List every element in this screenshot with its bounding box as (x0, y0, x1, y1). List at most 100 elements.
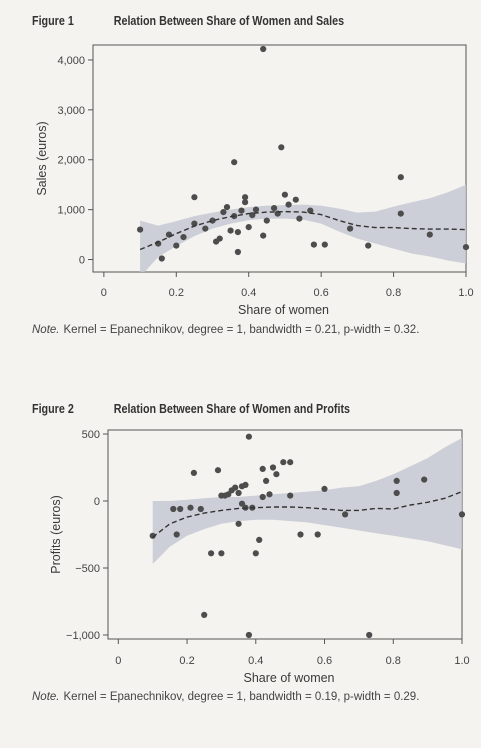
y-tick-label: −500 (75, 563, 100, 575)
data-point (197, 505, 204, 513)
data-point (173, 242, 180, 249)
data-point (216, 235, 223, 242)
data-point (462, 244, 470, 251)
x-tick-label: 0 (101, 287, 107, 299)
data-point (252, 550, 259, 557)
data-point (173, 531, 180, 538)
data-point (397, 210, 404, 217)
figure-1: Figure 1 Relation Between Share of Women … (32, 14, 474, 338)
y-tick-label: −1,000 (66, 630, 100, 642)
data-point (187, 504, 194, 511)
x-tick-label: 0.8 (386, 655, 401, 667)
data-point (209, 217, 216, 224)
data-point (263, 217, 270, 224)
data-point (297, 531, 304, 538)
y-tick-label: 2,000 (57, 155, 85, 167)
plot-frame (92, 44, 467, 273)
x-tick-label: 0.4 (248, 655, 263, 667)
data-point (242, 481, 249, 488)
data-point (245, 631, 252, 639)
y-tick-label: 500 (82, 429, 100, 441)
confidence-band (140, 184, 466, 272)
data-point (242, 199, 249, 206)
y-axis-title: Sales (euros) (35, 121, 49, 195)
data-point (278, 144, 285, 151)
data-point (208, 550, 215, 557)
data-point (285, 201, 292, 208)
y-axis-title: Profits (euros) (49, 495, 63, 574)
x-tick-label: 0 (115, 655, 121, 667)
sales-scatter-chart: 0 0.2 0.4 0.6 0.8 1.0 0 1,000 2,000 3,000 4,000 Sha… (35, 44, 474, 317)
profits-scatter-chart: 0 0.2 0.4 0.6 0.8 1.0 −1,000 −500 0 500 Share of w… (49, 429, 470, 685)
x-tick-label: 0.2 (169, 287, 184, 299)
x-tick-label: 1.0 (458, 287, 473, 299)
data-point (201, 611, 208, 618)
data-point (170, 505, 177, 513)
data-point (266, 491, 273, 498)
data-point (259, 465, 266, 472)
figure-label: Figure 2 (32, 402, 74, 416)
data-point (314, 531, 321, 538)
data-point (223, 204, 231, 211)
data-point (366, 631, 373, 639)
data-point (245, 433, 252, 440)
y-tick-label: 3,000 (57, 105, 85, 117)
data-point (231, 159, 238, 166)
data-point (458, 511, 466, 518)
y-tick-label: 4,000 (57, 55, 85, 67)
figure-title: Figure 2 Relation Between Share of Women … (32, 402, 350, 416)
data-point (220, 209, 227, 216)
x-tick-label: 0.6 (313, 287, 328, 299)
data-point (321, 485, 328, 492)
data-point (271, 205, 278, 212)
x-tick-label: 0.2 (179, 655, 194, 667)
x-tick-label: 1.0 (454, 655, 469, 667)
data-point (180, 234, 187, 241)
data-point (347, 225, 354, 232)
fit-line (152, 490, 463, 538)
data-point (273, 471, 280, 478)
figure-label: Figure 1 (32, 14, 74, 28)
data-point (281, 191, 288, 198)
y-tick-label: 0 (79, 255, 85, 267)
data-point (393, 477, 400, 484)
data-point (421, 476, 428, 483)
x-axis-title: Share of women (238, 303, 329, 317)
note-lead: Note. (32, 324, 60, 336)
data-point (177, 505, 184, 513)
data-point (263, 477, 270, 484)
data-point (238, 500, 246, 507)
data-point (202, 225, 209, 232)
note-text: Kernel = Epanechnikov, degree = 1, bandw… (63, 324, 420, 336)
data-point (280, 459, 287, 466)
note-text: Kernel = Epanechnikov, degree = 1, bandw… (63, 691, 420, 703)
figure-heading: Relation Between Share of Women and Sale… (113, 14, 345, 28)
figure-2: Figure 2 Relation Between Share of Women … (0, 392, 481, 748)
figure-heading: Relation Between Share of Women and Prof… (113, 402, 351, 416)
y-tick-label: 1,000 (57, 205, 85, 217)
data-point (149, 532, 156, 539)
data-point (232, 484, 239, 491)
data-point (307, 207, 314, 214)
x-tick-label: 0.6 (317, 655, 332, 667)
data-point (234, 248, 241, 256)
data-point (426, 231, 433, 238)
data-point (397, 174, 404, 181)
data-point (287, 459, 294, 466)
data-point (259, 493, 266, 501)
data-point (260, 232, 267, 239)
data-point (256, 536, 263, 543)
data-point (234, 229, 241, 236)
confidence-band (152, 438, 462, 564)
figure-note: Note. Kernel = Epanechnikov, degree = 1, … (32, 322, 472, 338)
y-tick-label: 0 (94, 496, 100, 508)
data-point (296, 215, 303, 222)
figure-note: Note. Kernel = Epanechnikov, degree = 1, … (32, 689, 472, 705)
data-point (214, 467, 222, 474)
data-point (321, 241, 328, 248)
data-point (252, 206, 260, 213)
data-point (260, 45, 267, 53)
data-point (245, 224, 252, 231)
data-point (191, 194, 198, 201)
data-point (242, 194, 249, 201)
